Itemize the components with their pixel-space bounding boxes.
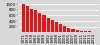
Bar (47, 18, 50, 32)
Bar (59, 24, 62, 32)
Bar (67, 28, 70, 32)
Bar (26, 6, 29, 32)
Bar (63, 26, 66, 32)
Bar (55, 22, 58, 32)
Bar (34, 10, 37, 32)
Bar (76, 30, 79, 32)
Bar (51, 20, 54, 32)
Bar (22, 4, 25, 32)
Bar (42, 15, 46, 32)
Bar (88, 31, 91, 32)
Bar (30, 9, 33, 32)
Bar (84, 31, 87, 32)
Bar (72, 29, 75, 32)
Bar (80, 31, 83, 32)
Bar (38, 13, 41, 32)
